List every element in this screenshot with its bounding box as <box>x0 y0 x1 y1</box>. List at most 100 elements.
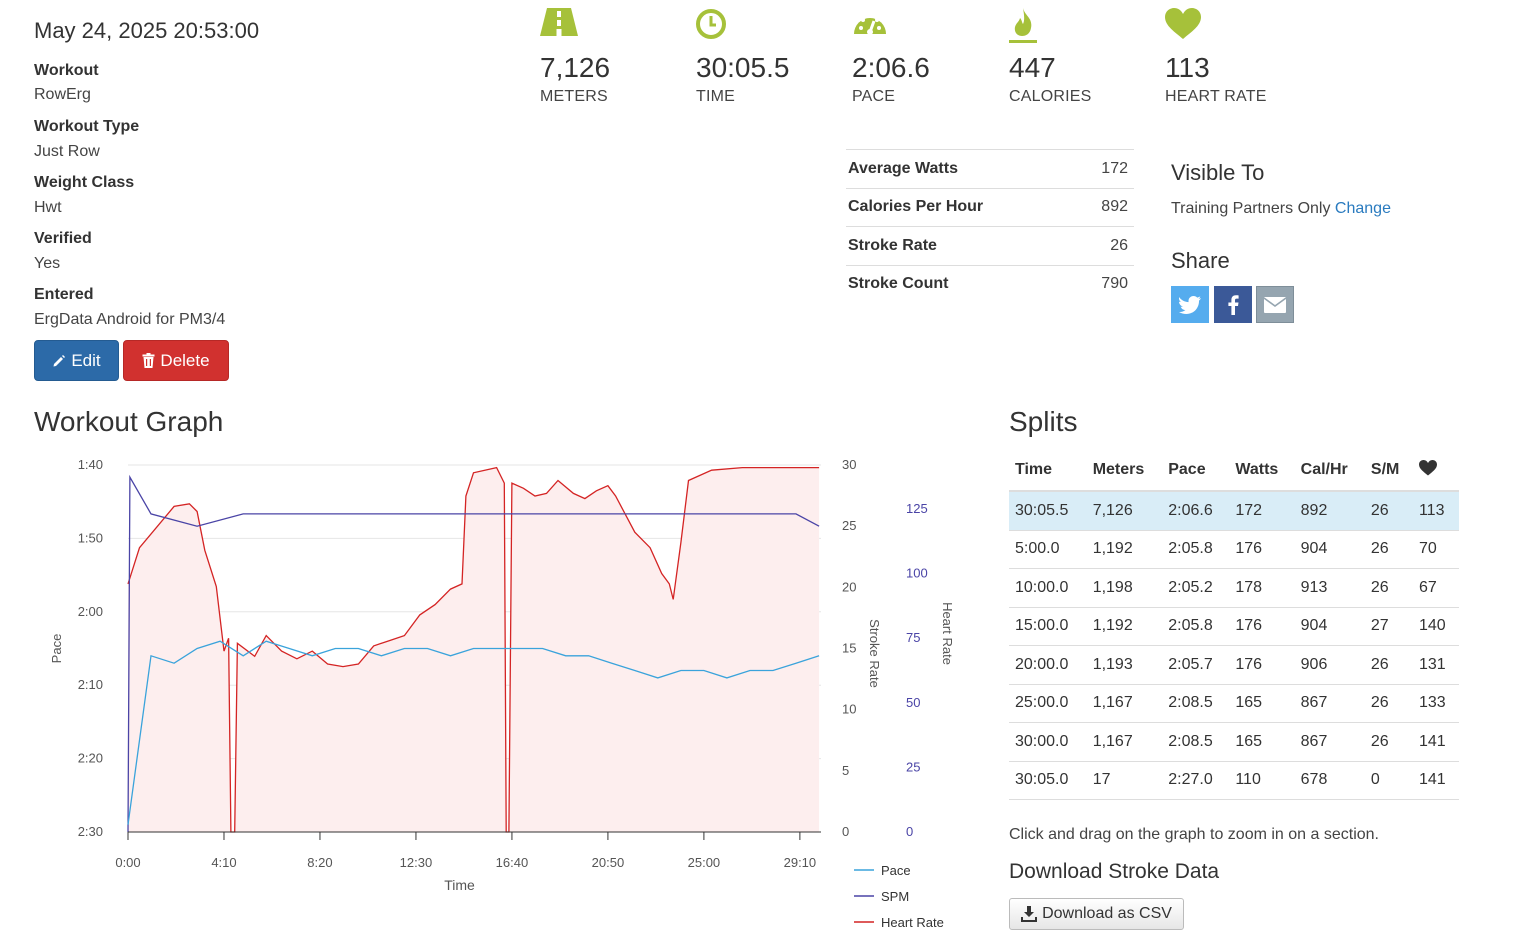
pace-tick-label: 2:00 <box>78 604 103 619</box>
split-cell: 165 <box>1229 684 1295 723</box>
field-label-verified: Verified <box>34 230 92 247</box>
split-cell: 904 <box>1294 607 1365 646</box>
split-cell: 26 <box>1364 684 1413 723</box>
field-value-verified: Yes <box>34 255 61 272</box>
zoom-hint: Click and drag on the graph to zoom in o… <box>1009 826 1379 843</box>
x-tick-label: 12:30 <box>400 855 433 870</box>
col-pace: Pace <box>1162 450 1230 492</box>
field-label-workout: Workout <box>34 62 99 79</box>
metric-calories: 447 CALORIES <box>1009 8 1159 106</box>
spm-line <box>127 474 820 833</box>
pace-tick-label: 2:30 <box>78 824 103 839</box>
share-facebook-button[interactable] <box>1214 286 1252 323</box>
split-cell: 906 <box>1294 645 1365 685</box>
stat-value: 26 <box>1076 226 1134 265</box>
heart-rate-axis-label: Heart Rate <box>940 602 955 665</box>
x-tick-label: 0:00 <box>115 855 140 870</box>
x-tick-label: 16:40 <box>496 855 529 870</box>
metric-value: 2:06.6 <box>852 52 930 83</box>
stat-value: 892 <box>1076 187 1134 227</box>
share-email-button[interactable] <box>1256 286 1294 323</box>
share-twitter-button[interactable] <box>1171 286 1209 323</box>
edit-label: Edit <box>71 350 101 370</box>
split-cell: 172 <box>1229 491 1295 531</box>
col-meters: Meters <box>1086 450 1163 492</box>
heart-rate-tick-label: 100 <box>906 566 928 581</box>
split-cell: 0 <box>1364 761 1413 800</box>
split-cell: 110 <box>1229 761 1295 800</box>
split-cell: 904 <box>1294 530 1365 569</box>
splits-table: Time Meters Pace Watts Cal/Hr S/M 30:05.… <box>1009 450 1459 800</box>
split-cell: 5:00.0 <box>1009 530 1087 569</box>
download-icon <box>1021 906 1038 922</box>
stroke-rate-tick-label: 30 <box>842 457 856 472</box>
split-cell: 7,126 <box>1086 491 1163 531</box>
legend-label: Pace <box>881 863 911 878</box>
stat-label: Average Watts <box>846 149 1077 188</box>
metric-value: 30:05.5 <box>696 52 790 83</box>
stat-label: Calories Per Hour <box>846 187 1077 227</box>
split-cell: 2:08.5 <box>1162 722 1230 762</box>
split-row: 25:00.0 1,167 2:08.5 165 867 26 133 <box>1009 684 1459 723</box>
pace-tick-label: 1:50 <box>78 530 103 545</box>
col-time: Time <box>1009 450 1087 492</box>
split-cell: 2:05.2 <box>1162 568 1230 608</box>
split-cell: 2:05.8 <box>1162 530 1230 569</box>
split-cell: 2:05.7 <box>1162 645 1230 685</box>
pace-tick-label: 2:20 <box>78 751 103 766</box>
field-value-weight-class: Hwt <box>34 199 62 216</box>
col-watts: Watts <box>1229 450 1295 492</box>
split-cell: 2:08.5 <box>1162 684 1230 723</box>
trash-icon <box>142 353 155 368</box>
field-value-workout: RowErg <box>34 86 91 103</box>
split-row: 5:00.0 1,192 2:05.8 176 904 26 70 <box>1009 530 1459 569</box>
metric-label: TIME <box>696 88 736 105</box>
stroke-rate-tick-label: 10 <box>842 702 856 717</box>
split-cell: 176 <box>1229 645 1295 685</box>
x-tick-label: 20:50 <box>592 855 625 870</box>
legend-label: Heart Rate <box>881 915 944 930</box>
speedometer-icon <box>854 14 886 35</box>
heart-icon <box>1418 459 1437 475</box>
field-label-weight-class: Weight Class <box>34 174 135 191</box>
split-cell: 10:00.0 <box>1009 568 1087 608</box>
split-cell: 176 <box>1229 607 1295 646</box>
split-cell: 17 <box>1086 761 1163 800</box>
download-heading: Download Stroke Data <box>1009 860 1220 883</box>
metric-pace: 2:06.6 PACE <box>852 8 1002 106</box>
clock-icon <box>696 9 726 39</box>
workout-graph-heading: Workout Graph <box>34 406 224 437</box>
heart-rate-tick-label: 125 <box>906 501 928 516</box>
delete-button[interactable]: Delete <box>123 340 229 381</box>
edit-button[interactable]: Edit <box>34 340 119 381</box>
metric-label: METERS <box>540 88 608 105</box>
x-axis-label: Time <box>444 877 475 893</box>
split-cell: 867 <box>1294 684 1365 723</box>
legend-label: SPM <box>881 889 909 904</box>
stat-value: 790 <box>1076 264 1134 303</box>
pencil-icon <box>53 354 66 366</box>
split-cell: 26 <box>1364 491 1413 531</box>
metric-value: 447 <box>1009 52 1056 83</box>
workout-graph[interactable]: 1:40 1:50 2:00 2:10 2:20 2:30 0:00 4:10 8:20 12:3… <box>34 450 984 939</box>
split-cell: 178 <box>1229 568 1295 608</box>
splits-heading: Splits <box>1009 406 1078 437</box>
road-icon <box>540 8 578 36</box>
split-row: 30:05.0 17 2:27.0 110 678 0 141 <box>1009 761 1459 800</box>
metric-label: CALORIES <box>1009 88 1092 105</box>
change-visibility-link[interactable]: Change <box>1334 200 1391 217</box>
split-cell: 30:05.0 <box>1009 761 1087 800</box>
split-cell: 1,192 <box>1086 530 1163 569</box>
heart-rate-tick-label: 50 <box>906 695 920 710</box>
split-cell: 26 <box>1364 645 1413 685</box>
split-cell: 67 <box>1412 568 1459 608</box>
stat-value: 172 <box>1076 149 1134 188</box>
field-label-workout-type: Workout Type <box>34 118 140 135</box>
metric-time: 30:05.5 TIME <box>696 8 846 106</box>
metric-meters: 7,126 METERS <box>540 8 690 106</box>
x-tick-label: 25:00 <box>688 855 721 870</box>
stroke-rate-axis-label: Stroke Rate <box>867 619 882 688</box>
split-cell: 25:00.0 <box>1009 684 1087 723</box>
download-csv-button[interactable]: Download as CSV <box>1009 898 1184 930</box>
split-row: 20:00.0 1,193 2:05.7 176 906 26 131 <box>1009 645 1459 685</box>
